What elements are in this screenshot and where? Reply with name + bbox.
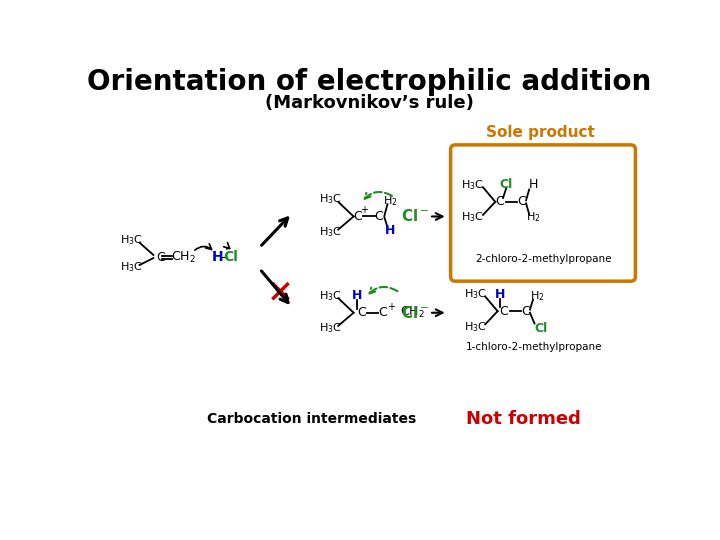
Text: H: H — [385, 224, 396, 237]
Text: C: C — [357, 306, 366, 319]
Text: Cl: Cl — [534, 322, 547, 335]
Text: H$_2$: H$_2$ — [531, 289, 545, 303]
Text: Sole product: Sole product — [485, 125, 595, 140]
Text: H$_3$C: H$_3$C — [464, 287, 487, 301]
Text: H$_3$C: H$_3$C — [319, 321, 342, 335]
Text: Cl: Cl — [500, 178, 513, 191]
Text: H: H — [352, 289, 363, 302]
Text: Not formed: Not formed — [466, 410, 580, 428]
Text: H: H — [528, 178, 538, 191]
Text: Carbocation intermediates: Carbocation intermediates — [207, 412, 416, 426]
Text: C: C — [379, 306, 387, 319]
Text: C: C — [156, 251, 165, 264]
Text: H: H — [495, 288, 505, 301]
Text: 1-chloro-2-methylpropane: 1-chloro-2-methylpropane — [466, 342, 602, 352]
Text: Cl$^-$: Cl$^-$ — [401, 208, 429, 225]
Text: C: C — [517, 195, 526, 208]
Text: C: C — [500, 305, 508, 318]
Text: H$_2$: H$_2$ — [383, 194, 398, 208]
FancyBboxPatch shape — [451, 145, 636, 281]
Text: H$_3$C: H$_3$C — [462, 211, 485, 224]
Text: C: C — [374, 210, 383, 223]
Text: H$_3$C: H$_3$C — [462, 178, 485, 192]
Text: +: + — [387, 301, 395, 312]
Text: H$_3$C: H$_3$C — [319, 225, 342, 239]
Text: C: C — [521, 305, 530, 318]
Text: $-$: $-$ — [218, 251, 229, 264]
Text: Cl: Cl — [223, 251, 238, 264]
Text: CH$_2$: CH$_2$ — [171, 249, 196, 265]
Text: 2-chloro-2-methylpropane: 2-chloro-2-methylpropane — [474, 254, 611, 264]
Text: +: + — [359, 205, 368, 215]
Text: H$_2$: H$_2$ — [526, 211, 540, 224]
Text: H$_3$C: H$_3$C — [319, 193, 342, 206]
Text: H$_3$C: H$_3$C — [319, 289, 342, 303]
Text: H: H — [212, 251, 223, 264]
Text: H$_3$C: H$_3$C — [120, 233, 143, 247]
Text: Cl$^-$: Cl$^-$ — [401, 305, 429, 321]
Text: H$_3$C: H$_3$C — [120, 260, 143, 274]
Text: C: C — [353, 210, 362, 223]
Text: H$_3$C: H$_3$C — [464, 320, 487, 334]
Text: (Markovnikov’s rule): (Markovnikov’s rule) — [264, 94, 474, 112]
Text: C: C — [495, 195, 504, 208]
Text: CH$_2$: CH$_2$ — [400, 305, 425, 320]
Text: Orientation of electrophilic addition: Orientation of electrophilic addition — [87, 68, 651, 96]
